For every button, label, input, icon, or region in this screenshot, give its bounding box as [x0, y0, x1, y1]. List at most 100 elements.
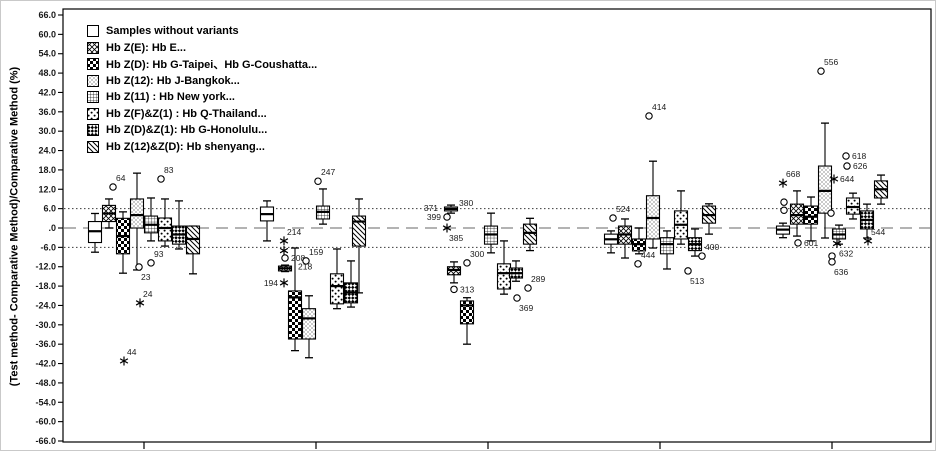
- outlier-circle: [794, 239, 802, 247]
- outlier-circle: [157, 175, 165, 183]
- box: [459, 300, 475, 325]
- boxplot-group-2-series-5: [329, 248, 345, 310]
- legend-swatch-rect: [87, 74, 99, 87]
- outlier-label: 380: [459, 198, 473, 208]
- box: [817, 165, 833, 214]
- y-tick-label: 24.0: [38, 146, 56, 156]
- boxplot-group-5-series-0: [775, 222, 791, 239]
- legend-item: Hb Z(D)&Z(1): Hb G-Honolulu...: [87, 122, 317, 139]
- extreme-star: [829, 174, 839, 184]
- y-tick-label: 36.0: [38, 107, 56, 117]
- outlier-label: 544: [871, 227, 885, 237]
- boxplot-group-4-series-5: [673, 190, 689, 245]
- y-tick-label: .0: [48, 223, 56, 233]
- legend-swatch-svg: [87, 107, 99, 120]
- outlier-circle: [450, 285, 458, 294]
- outlier-circle: [314, 177, 322, 185]
- box: [496, 263, 512, 290]
- legend-swatch-svg: [87, 25, 99, 38]
- outlier-label: 218: [298, 262, 312, 272]
- outlier-circle: [817, 67, 825, 75]
- boxplot-group-5-series-1: [789, 190, 805, 237]
- boxplot-group-5-series-5: [845, 192, 861, 220]
- outlier-label: 371: [424, 203, 438, 213]
- outlier-label: 626: [853, 161, 867, 171]
- legend-swatch-svg: [87, 124, 99, 137]
- y-tick-label: 30.0: [38, 126, 56, 136]
- outlier-label: 636: [834, 267, 848, 277]
- extreme-star: [778, 178, 788, 188]
- boxplot-group-3-series-0: [443, 204, 459, 214]
- box: [129, 198, 145, 229]
- outlier-label: 83: [164, 165, 174, 175]
- boxplot-group-1-series-4: [143, 197, 159, 242]
- box: [803, 205, 819, 225]
- outlier-label: 644: [840, 174, 854, 184]
- boxplot-group-4-series-4: [659, 230, 675, 270]
- outlier-label: 513: [690, 276, 704, 286]
- legend-swatch-diamond-checker-icon: [87, 124, 99, 137]
- box: [351, 215, 367, 247]
- outlier-circle: [684, 267, 692, 275]
- legend-item-label: Samples without variants: [106, 25, 239, 38]
- boxplot-group-1-series-2: [115, 211, 131, 274]
- outlier-circle: [842, 152, 850, 160]
- outlier-label: 289: [531, 274, 545, 284]
- legend-item-label: Hb Z(12): Hb J-Bangkok...: [106, 74, 240, 87]
- y-tick-label: 60.0: [38, 29, 56, 39]
- y-tick-label: 48.0: [38, 68, 56, 78]
- y-tick-label: -12.0: [35, 262, 56, 272]
- y-tick-label: -48.0: [35, 378, 56, 388]
- y-tick-label: -42.0: [35, 359, 56, 369]
- outlier-label: 399: [427, 212, 441, 222]
- outlier-label: 618: [852, 151, 866, 161]
- box: [157, 217, 173, 242]
- boxplot-group-2-series-2: [287, 247, 303, 352]
- boxplot-group-4-series-7: [701, 203, 717, 235]
- outlier-circle: [281, 254, 289, 262]
- boxplot-group-3-series-5: [496, 240, 512, 295]
- y-axis-title: (Test method- Comparative Method)/Compar…: [8, 66, 21, 387]
- box: [659, 237, 675, 255]
- outlier-circle: [843, 162, 851, 170]
- y-tick-label: 12.0: [38, 184, 56, 194]
- boxplot-group-3-series-4: [483, 212, 499, 254]
- boxplot-group-2-series-3: [301, 295, 317, 359]
- legend-item: Hb Z(E): Hb E...: [87, 40, 317, 57]
- extreme-star: [279, 278, 289, 288]
- outlier-label: 93: [154, 249, 164, 259]
- outlier-circle: [147, 259, 155, 267]
- legend-item: Hb Z(12): Hb J-Bangkok...: [87, 73, 317, 90]
- legend-swatch-svg: [87, 140, 99, 153]
- boxplot-group-5-series-7: [873, 174, 889, 205]
- outlier-label: 632: [839, 248, 853, 258]
- boxplot-group-2-series-6: [343, 260, 359, 308]
- outlier-label: 64: [116, 173, 126, 183]
- legend-item: Samples without variants: [87, 23, 317, 40]
- boxplot-group-1-series-5: [157, 198, 173, 247]
- outlier-label: 524: [616, 204, 630, 214]
- outlier-label: 247: [321, 167, 335, 177]
- boxplot-group-2-series-7: [351, 198, 367, 294]
- boxplot-group-3-series-2: [459, 297, 475, 345]
- outlier-circle: [524, 284, 532, 292]
- y-tick-label: -66.0: [35, 436, 56, 446]
- boxplot-group-1-series-1: [101, 198, 117, 229]
- outlier-label: 24: [143, 289, 153, 299]
- y-tick-label: -6.0: [40, 242, 56, 252]
- outlier-label: 208: [291, 253, 305, 263]
- y-tick-label: -24.0: [35, 300, 56, 310]
- legend-swatch-rect: [87, 124, 99, 137]
- outlier-label: 369: [519, 303, 533, 313]
- outlier-circle: [645, 112, 653, 120]
- legend-item-label: Hb Z(12)&Z(D): Hb shenyang...: [106, 140, 265, 153]
- y-tick-label: -30.0: [35, 320, 56, 330]
- y-tick-label: 6.0: [43, 204, 56, 214]
- outlier-circle: [135, 263, 143, 271]
- extreme-star: [442, 223, 452, 233]
- outlier-circle: [827, 209, 835, 217]
- extreme-star: [279, 246, 289, 256]
- outlier-label: 668: [786, 169, 800, 179]
- y-tick-label: -36.0: [35, 339, 56, 349]
